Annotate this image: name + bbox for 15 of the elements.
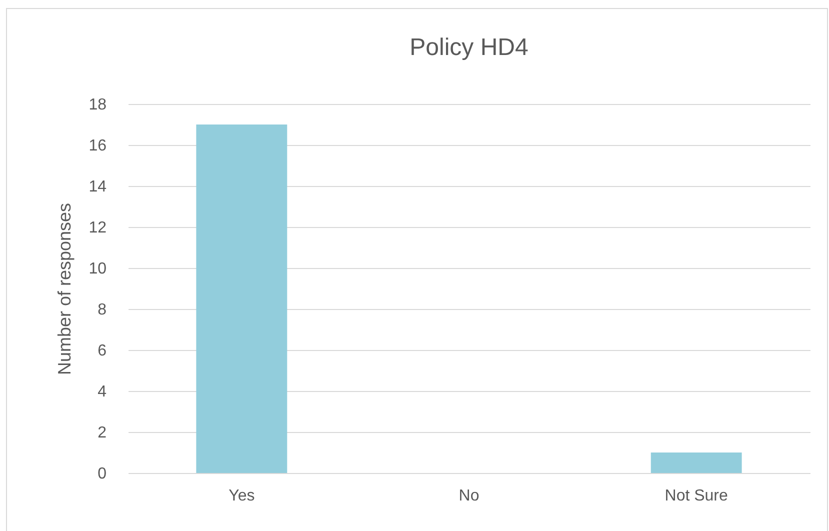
chart-title: Policy HD4 <box>410 34 528 61</box>
x-tick-label: Yes <box>228 488 255 504</box>
y-tick-label: 6 <box>98 342 107 360</box>
y-tick-label: 10 <box>88 260 107 278</box>
y-tick-label: 8 <box>98 302 107 318</box>
y-tick-label: 16 <box>88 138 107 154</box>
y-axis-title: Number of responses <box>54 202 75 376</box>
y-tick-label: 4 <box>98 384 107 400</box>
y-tick-label: 0 <box>98 466 107 482</box>
y-tick-label: 14 <box>88 178 107 196</box>
x-tick-label: No <box>458 488 480 504</box>
y-tick-label: 18 <box>88 96 107 114</box>
x-tick-label: Not Sure <box>664 488 728 504</box>
y-tick-label: 12 <box>88 220 107 236</box>
y-tick-label: 2 <box>98 424 107 442</box>
